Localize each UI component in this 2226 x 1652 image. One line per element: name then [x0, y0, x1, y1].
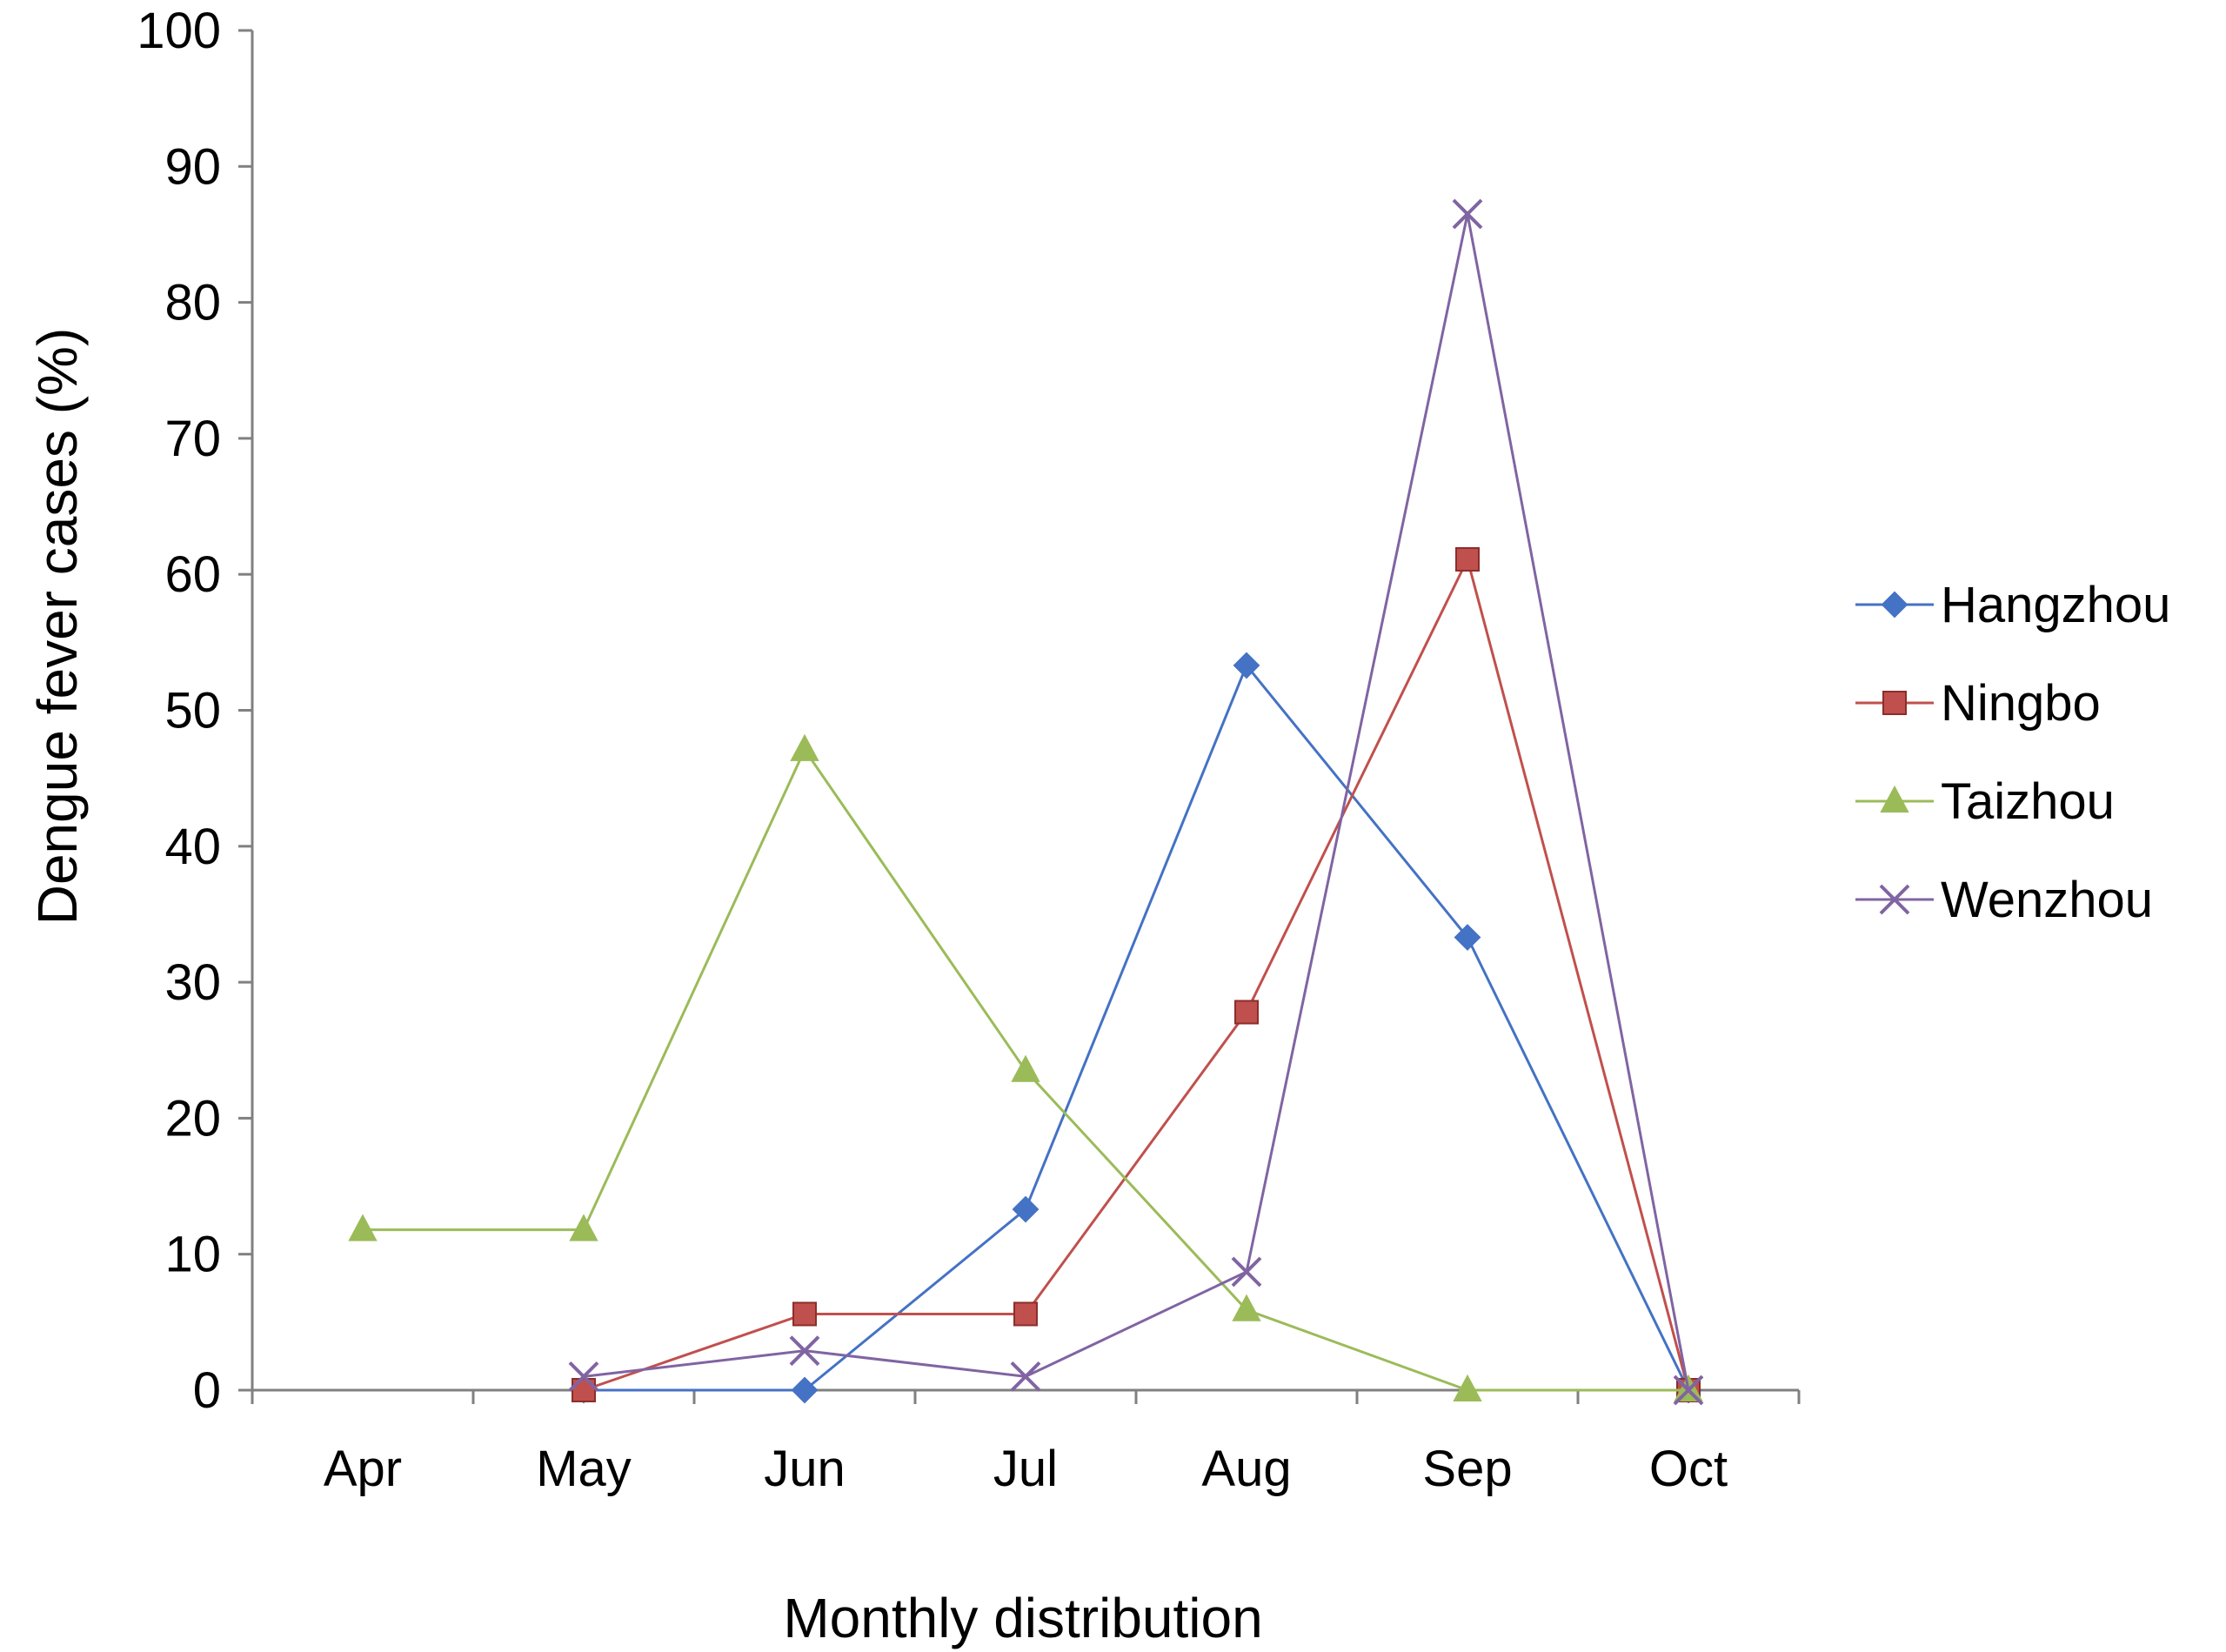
legend-item-hangzhou: Hangzhou [1855, 577, 2170, 633]
data-point-hangzhou [791, 1376, 819, 1404]
tick-labels: 0 10 20 30 40 50 60 70 80 90 100 Apr May Jun Jul Aug Sep… [137, 3, 1728, 1497]
y-axis-title: Dengue fever cases (%) [26, 328, 89, 926]
data-point-taizhou [790, 733, 819, 761]
data-point-taizhou [569, 1214, 598, 1241]
x-tick-label: Sep [1422, 1441, 1512, 1497]
axes [238, 29, 1801, 1404]
legend-marker-wenzhou [1879, 884, 1910, 915]
x-tick-label: Oct [1649, 1441, 1728, 1497]
legend-marker-ningbo [1882, 691, 1907, 715]
x-tick-label: Jul [993, 1441, 1058, 1497]
legend-label: Taizhou [1941, 773, 2115, 830]
data-point-wenzhou [1231, 1256, 1262, 1287]
y-tick-label: 20 [164, 1090, 221, 1147]
data-point-ningbo [1455, 547, 1480, 572]
data-point-wenzhou [1452, 198, 1483, 230]
y-tick-label: 90 [164, 138, 221, 195]
data-point-wenzhou [1010, 1361, 1041, 1392]
legend-marker-taizhou [1880, 785, 1909, 813]
legend-marker-hangzhou [1881, 591, 1908, 619]
data-point-wenzhou [1673, 1374, 1704, 1406]
y-tick-label: 0 [193, 1362, 221, 1419]
data-point-wenzhou [789, 1335, 820, 1367]
series-taizhou [348, 733, 1703, 1401]
legend-item-taizhou: Taizhou [1855, 773, 2115, 830]
legend-label: Hangzhou [1941, 577, 2170, 633]
x-tick-label: May [536, 1441, 632, 1497]
data-point-ningbo [1013, 1301, 1038, 1327]
legend-label: Ningbo [1941, 675, 2101, 732]
y-tick-label: 50 [164, 683, 221, 739]
x-axis-title: Monthly distribution [783, 1587, 1262, 1649]
data-point-taizhou [1453, 1374, 1482, 1401]
y-tick-label: 80 [164, 275, 221, 331]
x-tick-label: Apr [324, 1441, 402, 1497]
series-lines [348, 198, 1704, 1406]
data-point-hangzhou [1233, 652, 1260, 679]
series-wenzhou [568, 198, 1704, 1406]
y-tick-label: 60 [164, 546, 221, 603]
series-line-ningbo [583, 555, 1690, 1392]
series-line-wenzhou [583, 213, 1690, 1391]
x-tick-label: Aug [1201, 1441, 1291, 1497]
data-point-taizhou [348, 1214, 378, 1241]
data-point-taizhou [1232, 1294, 1261, 1321]
y-tick-label: 70 [164, 411, 221, 467]
y-tick-label: 40 [164, 819, 221, 875]
data-point-taizhou [1011, 1054, 1040, 1082]
x-tick-label: Jun [764, 1441, 846, 1497]
legend-item-ningbo: Ningbo [1855, 675, 2101, 732]
legend-item-wenzhou: Wenzhou [1855, 872, 2153, 928]
data-point-hangzhou [1454, 924, 1481, 951]
legend-label: Wenzhou [1941, 872, 2153, 928]
data-point-hangzhou [1012, 1195, 1039, 1223]
data-point-wenzhou [568, 1361, 599, 1392]
legend: Hangzhou Ningbo Taizhou Wenzhou [1855, 577, 2170, 928]
y-tick-label: 100 [137, 3, 221, 59]
series-line-hangzhou [584, 663, 1690, 1392]
y-tick-label: 10 [164, 1227, 221, 1283]
series-hangzhou [570, 652, 1702, 1404]
data-point-ningbo [1234, 1000, 1259, 1025]
series-ningbo [572, 547, 1701, 1402]
y-tick-label: 30 [164, 954, 221, 1011]
data-point-ningbo [792, 1301, 817, 1327]
